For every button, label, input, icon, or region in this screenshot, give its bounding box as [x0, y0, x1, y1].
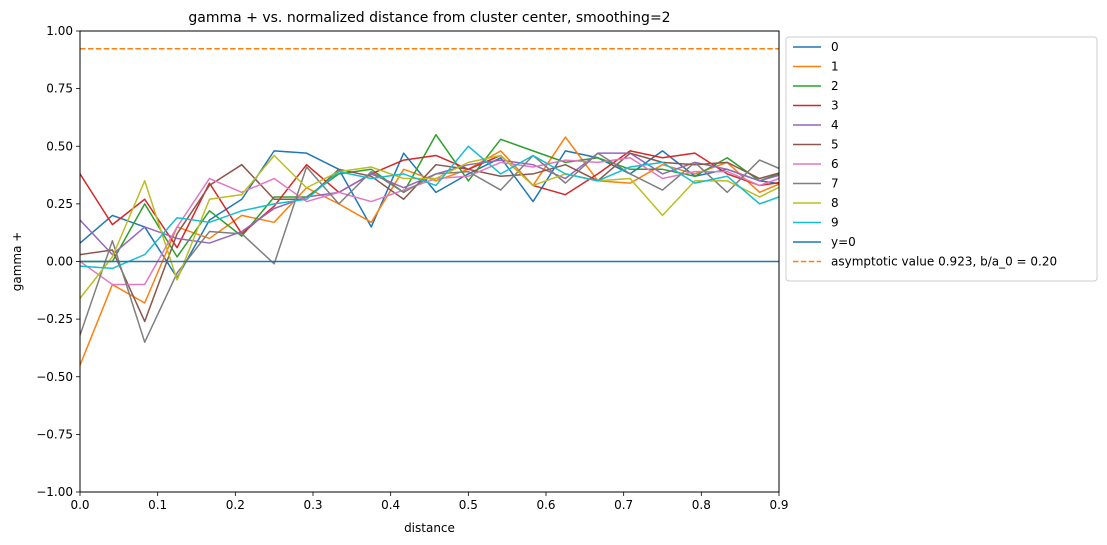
x-axis: 0.0 0.1 0.2 0.3 0.4 0.5 0.6 0.7 0.8 0.9 — [70, 492, 789, 512]
y-axis: −1.00 −0.75 −0.50 −0.25 0.00 0.25 0.50 0.75 1.00 — [36, 24, 80, 499]
y-tick-label: 0.00 — [46, 255, 73, 269]
y-axis-label: gamma + — [10, 232, 24, 292]
y-tick-label: 0.75 — [46, 82, 73, 96]
x-tick-label: 0.8 — [692, 498, 711, 512]
legend-entry: 1 — [831, 60, 839, 74]
legend-entry: 5 — [831, 138, 839, 152]
series-line-2 — [80, 133, 779, 263]
chart-title: gamma + vs. normalized distance from clu… — [188, 10, 670, 26]
x-axis-label: distance — [404, 521, 455, 535]
x-tick-label: 0.4 — [381, 498, 400, 512]
y-tick-label: −0.25 — [36, 312, 73, 326]
legend: 0 1 2 3 4 5 6 7 8 9 y=0 asymptotic value 0.923, b/a… — [785, 36, 1098, 282]
legend-entry: asymptotic value 0.923, b/a_0 = 0.20 — [831, 255, 1057, 269]
legend-entry: 9 — [831, 216, 839, 230]
legend-frame — [785, 36, 1098, 282]
x-tick-label: 0.3 — [303, 498, 322, 512]
series-line-7 — [80, 152, 779, 343]
legend-entry: 4 — [831, 118, 839, 132]
x-tick-label: 0.0 — [70, 498, 89, 512]
legend-entry: 3 — [831, 99, 839, 113]
legend-entry: 6 — [831, 157, 839, 171]
x-tick-label: 0.9 — [769, 498, 788, 512]
legend-entry: 7 — [831, 177, 839, 191]
y-tick-label: 0.25 — [46, 197, 73, 211]
legend-entry: 2 — [831, 79, 839, 93]
legend-entry: 0 — [831, 40, 839, 54]
y-tick-label: −0.50 — [36, 370, 73, 384]
x-tick-label: 0.5 — [459, 498, 478, 512]
series-line-9 — [80, 145, 779, 270]
x-tick-label: 0.1 — [148, 498, 167, 512]
legend-entry: 8 — [831, 196, 839, 210]
legend-entry: y=0 — [831, 235, 856, 249]
x-tick-label: 0.7 — [614, 498, 633, 512]
y-tick-label: 0.50 — [46, 139, 73, 153]
y-tick-label: −0.75 — [36, 427, 73, 441]
series-line-8 — [80, 154, 779, 299]
series-line-0 — [80, 150, 779, 279]
y-tick-label: −1.00 — [36, 485, 73, 499]
series-line-5 — [80, 152, 779, 323]
series-line-3 — [80, 150, 779, 249]
plot-area — [80, 47, 779, 366]
y-tick-label: 1.00 — [46, 24, 73, 38]
x-tick-label: 0.2 — [226, 498, 245, 512]
series-line-1 — [80, 136, 779, 366]
x-tick-label: 0.6 — [536, 498, 555, 512]
